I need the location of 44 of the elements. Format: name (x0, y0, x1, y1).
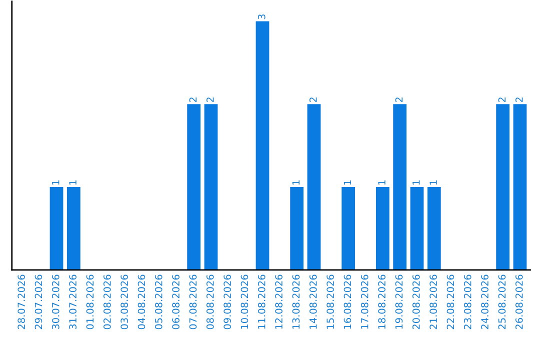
x-tick-label: 28.07.2026 (18, 274, 25, 330)
x-tick-label: 21.08.2026 (430, 274, 437, 330)
data-label: 3 (258, 14, 266, 20)
data-label: 1 (69, 180, 76, 185)
x-tick-label: 06.08.2026 (172, 274, 180, 330)
x-tick-label: 25.08.2026 (498, 274, 506, 330)
x-tick-label: 20.08.2026 (412, 274, 420, 330)
data-label: 1 (430, 180, 437, 185)
data-label: 2 (515, 98, 523, 102)
data-label: 2 (498, 98, 506, 102)
data-label: 1 (52, 180, 60, 185)
x-tick-label: 23.08.2026 (464, 274, 472, 330)
x-tick-label: 26.08.2026 (515, 274, 523, 330)
x-tick-label: 13.08.2026 (292, 274, 300, 329)
x-tick-label: 30.07.2026 (52, 274, 60, 330)
x-tick-label: 31.07.2026 (69, 274, 76, 330)
x-tick-label: 22.08.2026 (446, 274, 454, 330)
x-tick-label: 29.07.2026 (34, 274, 42, 330)
data-label: 1 (378, 180, 386, 185)
x-tick-label: 04.08.2026 (138, 274, 146, 330)
data-label: 1 (292, 180, 300, 185)
x-tick-label: 15.08.2026 (326, 274, 334, 329)
x-tick-label: 10.08.2026 (240, 274, 248, 329)
data-label: 2 (395, 98, 403, 102)
data-label: 2 (206, 98, 214, 102)
x-tick-label: 24.08.2026 (481, 274, 488, 330)
x-tick-label: 07.08.2026 (189, 274, 197, 330)
x-tick-label: 16.08.2026 (344, 274, 352, 329)
data-label: 1 (412, 180, 420, 185)
data-label: 2 (309, 98, 317, 102)
x-tick-label: 09.08.2026 (224, 274, 231, 330)
x-tick-label: 11.08.2026 (258, 274, 266, 329)
x-tick-label: 03.08.2026 (120, 274, 128, 330)
x-tick-label: 14.08.2026 (309, 274, 317, 329)
x-tick-label: 08.08.2026 (206, 274, 214, 330)
x-tick-label: 19.08.2026 (395, 274, 403, 329)
x-tick-label: 02.08.2026 (103, 274, 111, 330)
data-label: 1 (344, 180, 352, 185)
x-tick-label: 05.08.2026 (154, 274, 162, 330)
x-tick-label: 01.08.2026 (86, 274, 94, 330)
x-tick-label: 12.08.2026 (275, 274, 282, 329)
x-tick-label: 17.08.2026 (360, 274, 368, 329)
data-label: 2 (189, 98, 197, 102)
x-tick-label: 18.08.2026 (378, 274, 386, 329)
